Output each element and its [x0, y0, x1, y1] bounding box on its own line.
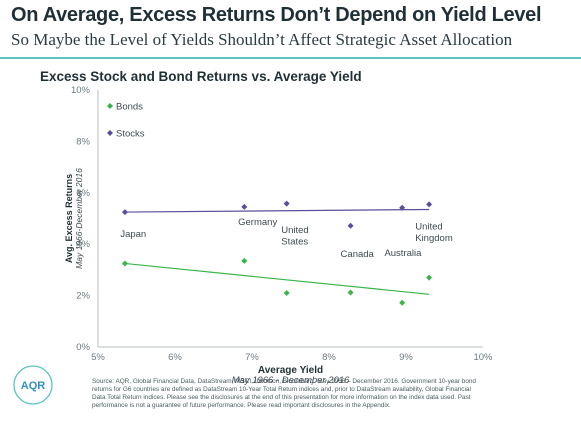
stocks-point	[283, 200, 290, 207]
aqr-logo: AQR	[13, 365, 53, 405]
source-line: Source: AQR, Global Financial Data, Data…	[92, 378, 476, 385]
chart-title: Excess Stock and Bond Returns vs. Averag…	[40, 69, 362, 84]
source-note: Source: AQR, Global Financial Data, Data…	[92, 378, 572, 410]
x-tick-label: 6%	[168, 352, 182, 363]
y-tick-label: 6%	[76, 188, 90, 199]
bonds-point	[426, 274, 433, 281]
country-label: United	[415, 221, 442, 232]
x-tick-label: 5%	[91, 352, 105, 363]
stocks-point	[121, 209, 128, 216]
x-axis-title: Average Yield	[258, 365, 323, 376]
y-tick-label: 2%	[76, 291, 90, 302]
stocks-point	[426, 201, 433, 208]
bonds-point	[241, 257, 248, 264]
y-tick-label: 4%	[76, 239, 90, 250]
logo-text: AQR	[21, 380, 46, 392]
bonds-point	[399, 299, 406, 306]
x-tick-label: 9%	[399, 352, 413, 363]
bonds-point	[121, 260, 128, 267]
legend-marker-stocks	[107, 130, 113, 136]
legend-label-stocks: Stocks	[116, 129, 145, 140]
stocks-point	[347, 222, 354, 229]
x-tick-label: 7%	[245, 352, 259, 363]
source-line: returns for G6 countries are defined as …	[92, 386, 471, 393]
stocks-trend-line	[124, 208, 430, 213]
stocks-point	[241, 203, 248, 210]
x-axis-subtitle: May 1966 - December 2016	[232, 375, 350, 386]
country-label: Germany	[238, 217, 277, 228]
page-title: On Average, Excess Returns Don’t Depend …	[11, 4, 542, 26]
y-tick-label: 10%	[71, 85, 91, 96]
x-tick-label: 8%	[322, 352, 336, 363]
country-label: Canada	[341, 249, 375, 260]
page-subtitle: So Maybe the Level of Yields Shouldn’t A…	[11, 30, 513, 49]
country-label: States	[281, 237, 308, 248]
header-divider	[0, 57, 581, 59]
y-tick-label: 8%	[76, 136, 90, 147]
logo-ring	[13, 365, 53, 405]
x-tick-label: 10%	[473, 352, 493, 363]
country-label: Kingdom	[415, 233, 453, 244]
bonds-point	[283, 290, 290, 297]
stocks-point	[399, 204, 406, 211]
legend-marker-bonds	[107, 103, 113, 109]
source-line: performance is not a guarantee of future…	[92, 402, 391, 409]
country-label: United	[281, 225, 308, 236]
country-label: Japan	[120, 229, 146, 240]
country-label: Australia	[384, 248, 422, 259]
bonds-point	[347, 289, 354, 296]
y-tick-label: 0%	[76, 342, 90, 353]
bonds-trend-line	[124, 262, 430, 295]
y-axis-title: Avg. Excess Returns	[64, 174, 74, 263]
legend-label-bonds: Bonds	[116, 102, 143, 113]
y-axis-subtitle: May 1966-December 2016	[74, 168, 84, 269]
source-line: Data Total Return indices. Please see th…	[92, 394, 471, 401]
